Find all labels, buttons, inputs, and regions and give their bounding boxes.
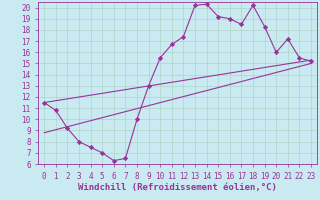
X-axis label: Windchill (Refroidissement éolien,°C): Windchill (Refroidissement éolien,°C) <box>78 183 277 192</box>
